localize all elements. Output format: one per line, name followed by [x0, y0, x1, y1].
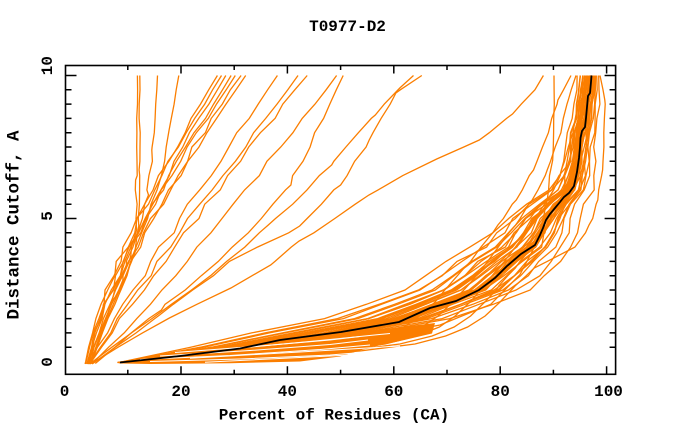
- svg-text:60: 60: [384, 383, 403, 401]
- svg-text:T0977-D2: T0977-D2: [309, 18, 386, 36]
- svg-text:Percent of Residues (CA): Percent of Residues (CA): [219, 407, 449, 425]
- svg-text:20: 20: [171, 383, 190, 401]
- svg-text:0: 0: [39, 357, 57, 367]
- svg-text:Distance Cutoff, A: Distance Cutoff, A: [4, 130, 24, 320]
- svg-text:10: 10: [39, 56, 57, 75]
- svg-text:40: 40: [278, 383, 297, 401]
- svg-text:80: 80: [491, 383, 510, 401]
- svg-text:5: 5: [39, 211, 57, 221]
- svg-text:100: 100: [594, 383, 623, 401]
- svg-text:0: 0: [60, 383, 70, 401]
